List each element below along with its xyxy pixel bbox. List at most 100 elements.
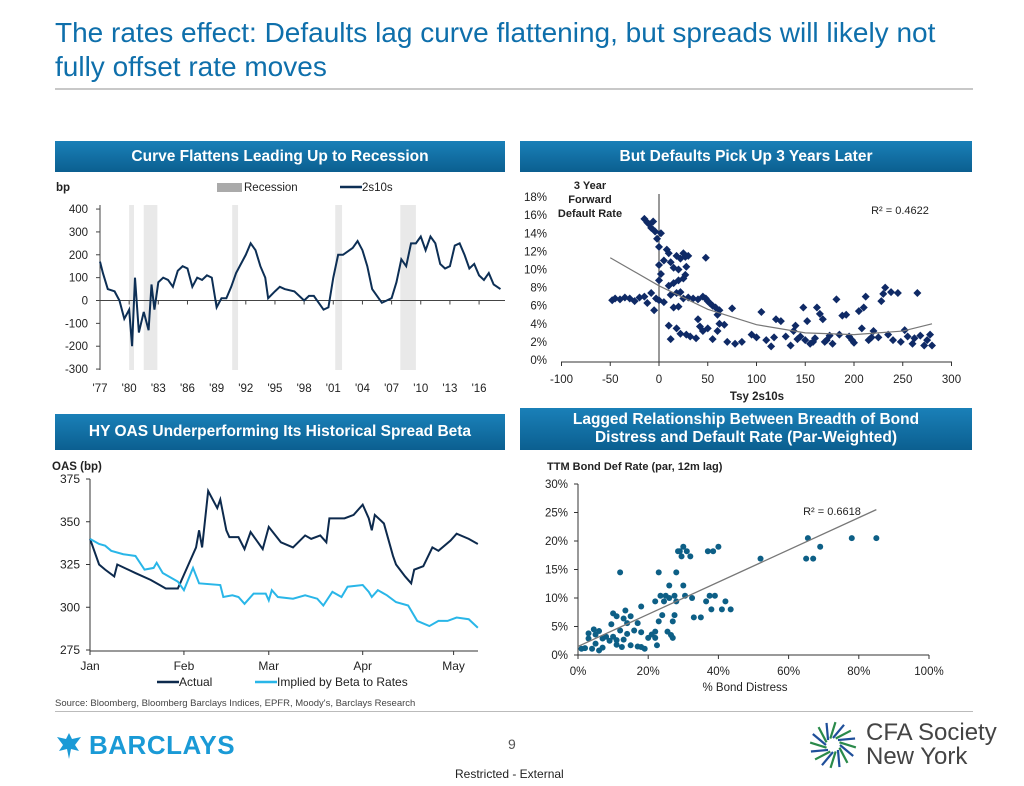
x-tick-label: '16 xyxy=(472,383,487,395)
data-point xyxy=(822,336,831,345)
data-point xyxy=(854,307,863,316)
y-tick-label: 2% xyxy=(530,337,547,349)
data-point xyxy=(630,297,639,306)
data-point xyxy=(887,288,896,297)
barclays-wordmark: BARCLAYS xyxy=(89,730,236,760)
x-tick-label: 50 xyxy=(701,374,714,386)
footer-divider xyxy=(55,711,973,712)
data-point xyxy=(803,317,812,326)
data-point xyxy=(818,315,827,324)
data-point xyxy=(920,341,929,350)
data-point xyxy=(651,227,660,236)
data-point xyxy=(666,582,673,589)
data-point xyxy=(585,630,592,637)
x-tick-label: 60% xyxy=(777,666,800,678)
data-point xyxy=(627,642,634,649)
data-point xyxy=(613,613,620,620)
data-point xyxy=(652,634,659,641)
cfa-line2: New York xyxy=(866,743,968,770)
starburst-ray xyxy=(836,749,841,768)
y-tick-label: 350 xyxy=(60,515,80,529)
data-point xyxy=(652,628,659,635)
data-point xyxy=(674,265,683,274)
data-point xyxy=(647,289,656,298)
data-point xyxy=(669,634,676,641)
data-point xyxy=(857,324,866,333)
starburst-ray xyxy=(838,747,849,764)
x-tick-label: 100% xyxy=(914,666,943,678)
trendline xyxy=(609,257,933,336)
starburst-ray xyxy=(839,744,854,757)
data-point xyxy=(669,618,676,625)
data-point xyxy=(916,331,925,340)
data-point xyxy=(676,329,685,338)
page-number: 9 xyxy=(508,736,516,752)
data-point xyxy=(713,327,722,336)
x-tick-label: 250 xyxy=(893,374,912,386)
panel-header-lagged: Lagged Relationship Between Breadth of B… xyxy=(520,408,972,450)
x-tick-label: '98 xyxy=(297,383,312,395)
data-point xyxy=(666,595,673,601)
data-point xyxy=(791,321,800,330)
x-tick-label: '04 xyxy=(355,383,371,395)
data-point xyxy=(640,292,649,301)
data-point xyxy=(786,341,795,350)
data-point xyxy=(655,276,663,285)
data-point xyxy=(585,635,592,642)
x-tick-label: '10 xyxy=(413,383,428,395)
x-tick-label: '13 xyxy=(442,383,457,395)
title-divider xyxy=(55,88,973,90)
data-point xyxy=(877,297,886,306)
y-tick-label: 15% xyxy=(545,565,568,577)
data-point xyxy=(656,229,665,238)
y-tick-label: 0 xyxy=(82,296,88,308)
x-tick-label: May xyxy=(442,659,465,673)
data-point xyxy=(926,330,935,339)
y-tick-label: 0% xyxy=(551,650,568,662)
data-point xyxy=(893,289,902,298)
y-tick-label: 300 xyxy=(69,227,88,239)
x-tick-label: Mar xyxy=(258,659,279,673)
data-point xyxy=(757,308,766,317)
data-point xyxy=(599,644,606,651)
classification-label: Restricted - External xyxy=(455,767,564,781)
data-point xyxy=(718,606,725,613)
data-point xyxy=(652,598,659,605)
data-point xyxy=(638,629,645,636)
x-tick-label: '92 xyxy=(238,383,253,395)
data-point xyxy=(653,234,662,243)
data-point xyxy=(596,628,603,635)
x-tick-label: 100 xyxy=(747,374,766,386)
data-point xyxy=(617,627,624,634)
y-tick-label: 20% xyxy=(545,536,568,548)
y-axis-label: TTM Bond Def Rate (par, 12m lag) xyxy=(547,461,723,473)
data-point xyxy=(874,333,883,342)
y-tick-label: 6% xyxy=(530,301,547,313)
cfa-starburst-icon xyxy=(809,721,857,769)
data-point xyxy=(674,302,683,311)
data-point xyxy=(666,258,675,267)
data-point xyxy=(708,335,717,344)
y-tick-label: 100 xyxy=(69,273,88,285)
data-point xyxy=(672,324,681,333)
data-point xyxy=(682,262,691,271)
data-point xyxy=(737,337,746,346)
data-point xyxy=(715,543,722,550)
x-tick-label: 150 xyxy=(796,374,815,386)
data-point xyxy=(781,332,790,341)
data-point xyxy=(590,626,597,633)
x-axis-label: Tsy 2s10s xyxy=(730,391,784,403)
starburst-ray xyxy=(825,722,830,741)
data-point xyxy=(809,337,818,346)
data-point xyxy=(770,333,779,342)
eagle-icon xyxy=(57,732,81,759)
y-tick-label: 8% xyxy=(530,283,547,295)
y-tick-label: 200 xyxy=(69,250,88,262)
y-tick-label: 4% xyxy=(530,319,547,331)
data-point xyxy=(896,337,905,346)
y-axis-label: OAS (bp) xyxy=(52,461,102,473)
data-point xyxy=(728,304,737,313)
starburst-ray xyxy=(814,750,831,761)
slide-title: The rates effect: Defaults lag curve fla… xyxy=(55,17,936,82)
